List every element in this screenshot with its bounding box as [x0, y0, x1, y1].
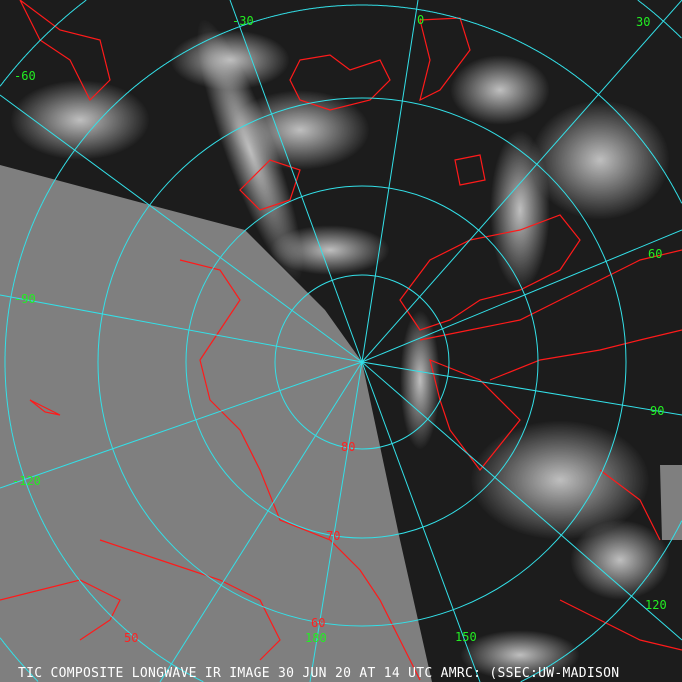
lat-label-50: 50	[124, 631, 138, 645]
lon-label-90: 90	[650, 404, 664, 418]
lon-label-30: 30	[636, 15, 650, 29]
lat-label-80: 80	[341, 440, 355, 454]
lon-label-minus30: -30	[232, 14, 254, 28]
lon-label-minus120: -120	[12, 474, 41, 488]
latitude-circle-50	[4, 4, 682, 682]
lon-label-minus90: -90	[14, 292, 36, 306]
cloud-features	[10, 18, 670, 680]
latitude-circle-80	[274, 274, 450, 450]
lon-label-150: 150	[455, 630, 477, 644]
lon-label-180: 180	[305, 631, 327, 645]
latitude-circle-70	[185, 185, 539, 539]
lon-label-120: 120	[645, 598, 667, 612]
lat-label-60: 60	[311, 616, 325, 630]
lon-label-minus60: -60	[14, 69, 36, 83]
latitude-circle-60	[97, 97, 627, 627]
lon-label-60: 60	[648, 247, 662, 261]
image-caption: TIC COMPOSITE LONGWAVE IR IMAGE 30 JUN 2…	[18, 666, 620, 681]
lon-label-0: 0	[417, 13, 424, 27]
lat-label-70: 70	[326, 529, 340, 543]
